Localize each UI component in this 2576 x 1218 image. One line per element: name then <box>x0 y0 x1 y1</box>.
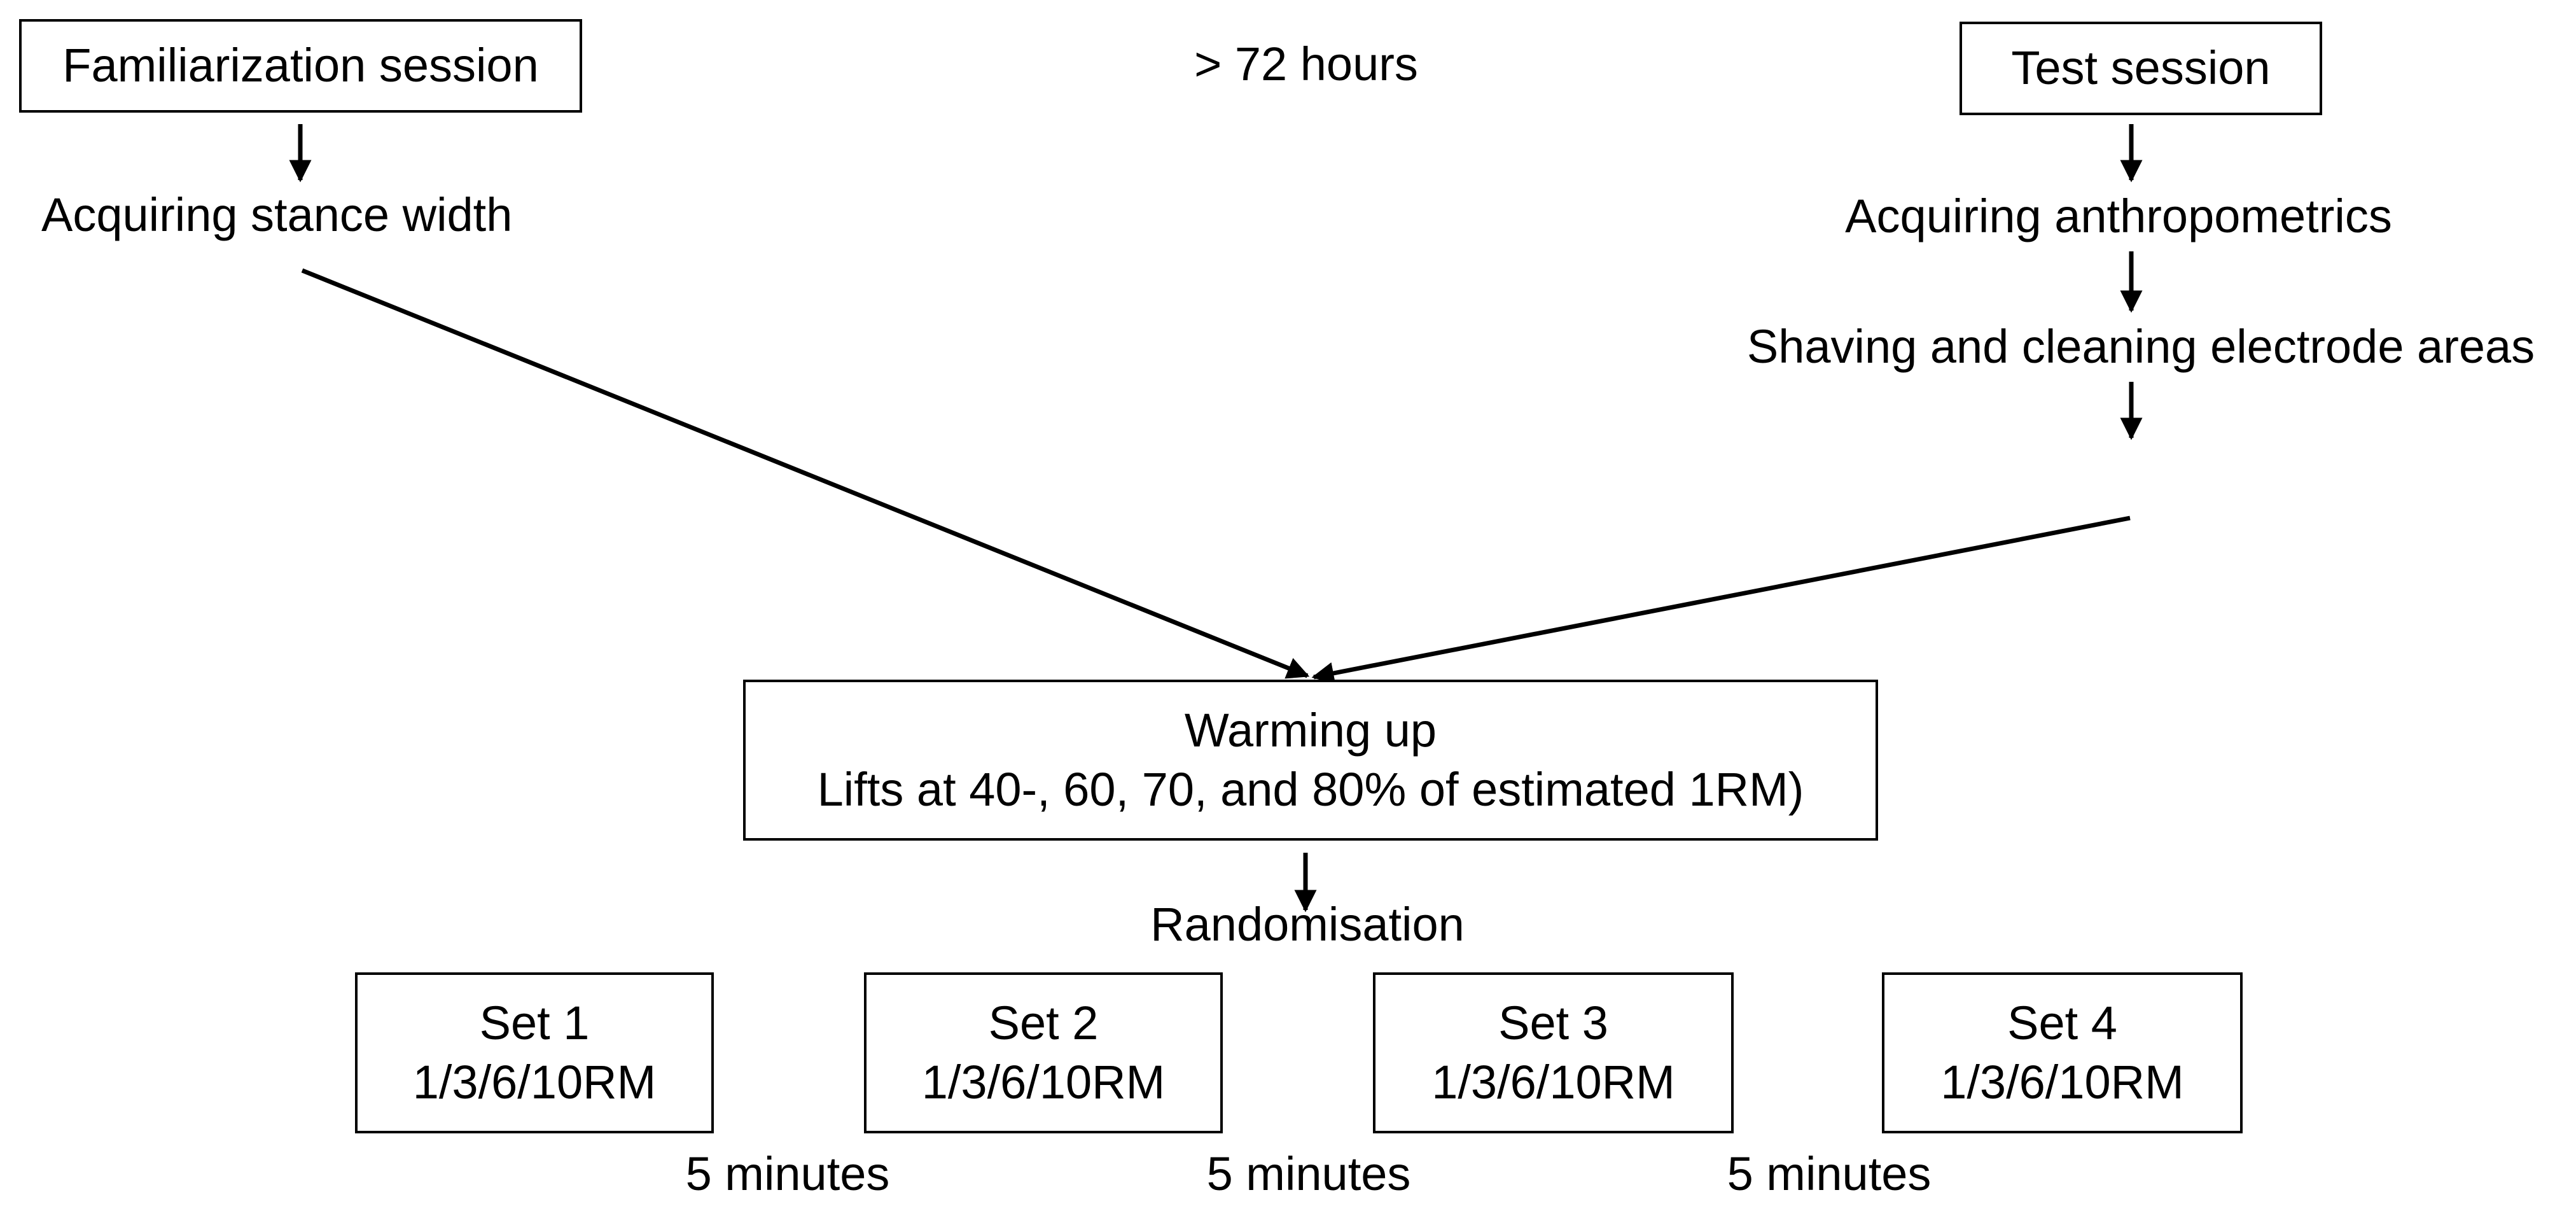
shaving-step: Shaving and cleaning electrode areas <box>1746 320 2535 373</box>
arrow-test-to-warmup <box>1311 515 2131 685</box>
set-3-box: Set 3 1/3/6/10RM <box>1373 972 1734 1133</box>
test-session-label: Test session <box>2011 41 2271 95</box>
set-1-detail: 1/3/6/10RM <box>412 1055 657 1109</box>
set-2-detail: 1/3/6/10RM <box>921 1055 1166 1109</box>
rest-label-1: 5 minutes <box>685 1147 890 1200</box>
test-session-box: Test session <box>1960 22 2322 115</box>
set-1-name: Set 1 <box>479 997 590 1049</box>
set-3-detail: 1/3/6/10RM <box>1431 1055 1675 1109</box>
stance-width-step: Acquiring stance width <box>41 188 513 241</box>
familiarization-session-box: Familiarization session <box>19 19 582 113</box>
warmup-box: Warming up Lifts at 40-, 60, 70, and 80%… <box>743 680 1878 841</box>
warmup-detail: Lifts at 40-, 60, 70, and 80% of estimat… <box>817 762 1804 816</box>
interval-label: > 72 hours <box>1194 38 1418 90</box>
set-3-name: Set 3 <box>1498 997 1608 1049</box>
set-2-name: Set 2 <box>988 997 1099 1049</box>
set-1-box: Set 1 1/3/6/10RM <box>355 972 714 1133</box>
set-4-detail: 1/3/6/10RM <box>1940 1055 2184 1109</box>
warmup-title: Warming up <box>1184 704 1437 757</box>
anthropometrics-step: Acquiring anthropometrics <box>1845 190 2392 242</box>
rest-label-2: 5 minutes <box>1206 1147 1411 1200</box>
set-4-box: Set 4 1/3/6/10RM <box>1882 972 2243 1133</box>
set-4-name: Set 4 <box>2007 997 2117 1049</box>
randomisation-label: Randomisation <box>1150 898 1465 951</box>
set-2-box: Set 2 1/3/6/10RM <box>864 972 1223 1133</box>
arrow-stance-to-warmup <box>301 268 1310 679</box>
familiarization-session-label: Familiarization session <box>62 39 539 92</box>
rest-label-3: 5 minutes <box>1727 1147 1932 1200</box>
